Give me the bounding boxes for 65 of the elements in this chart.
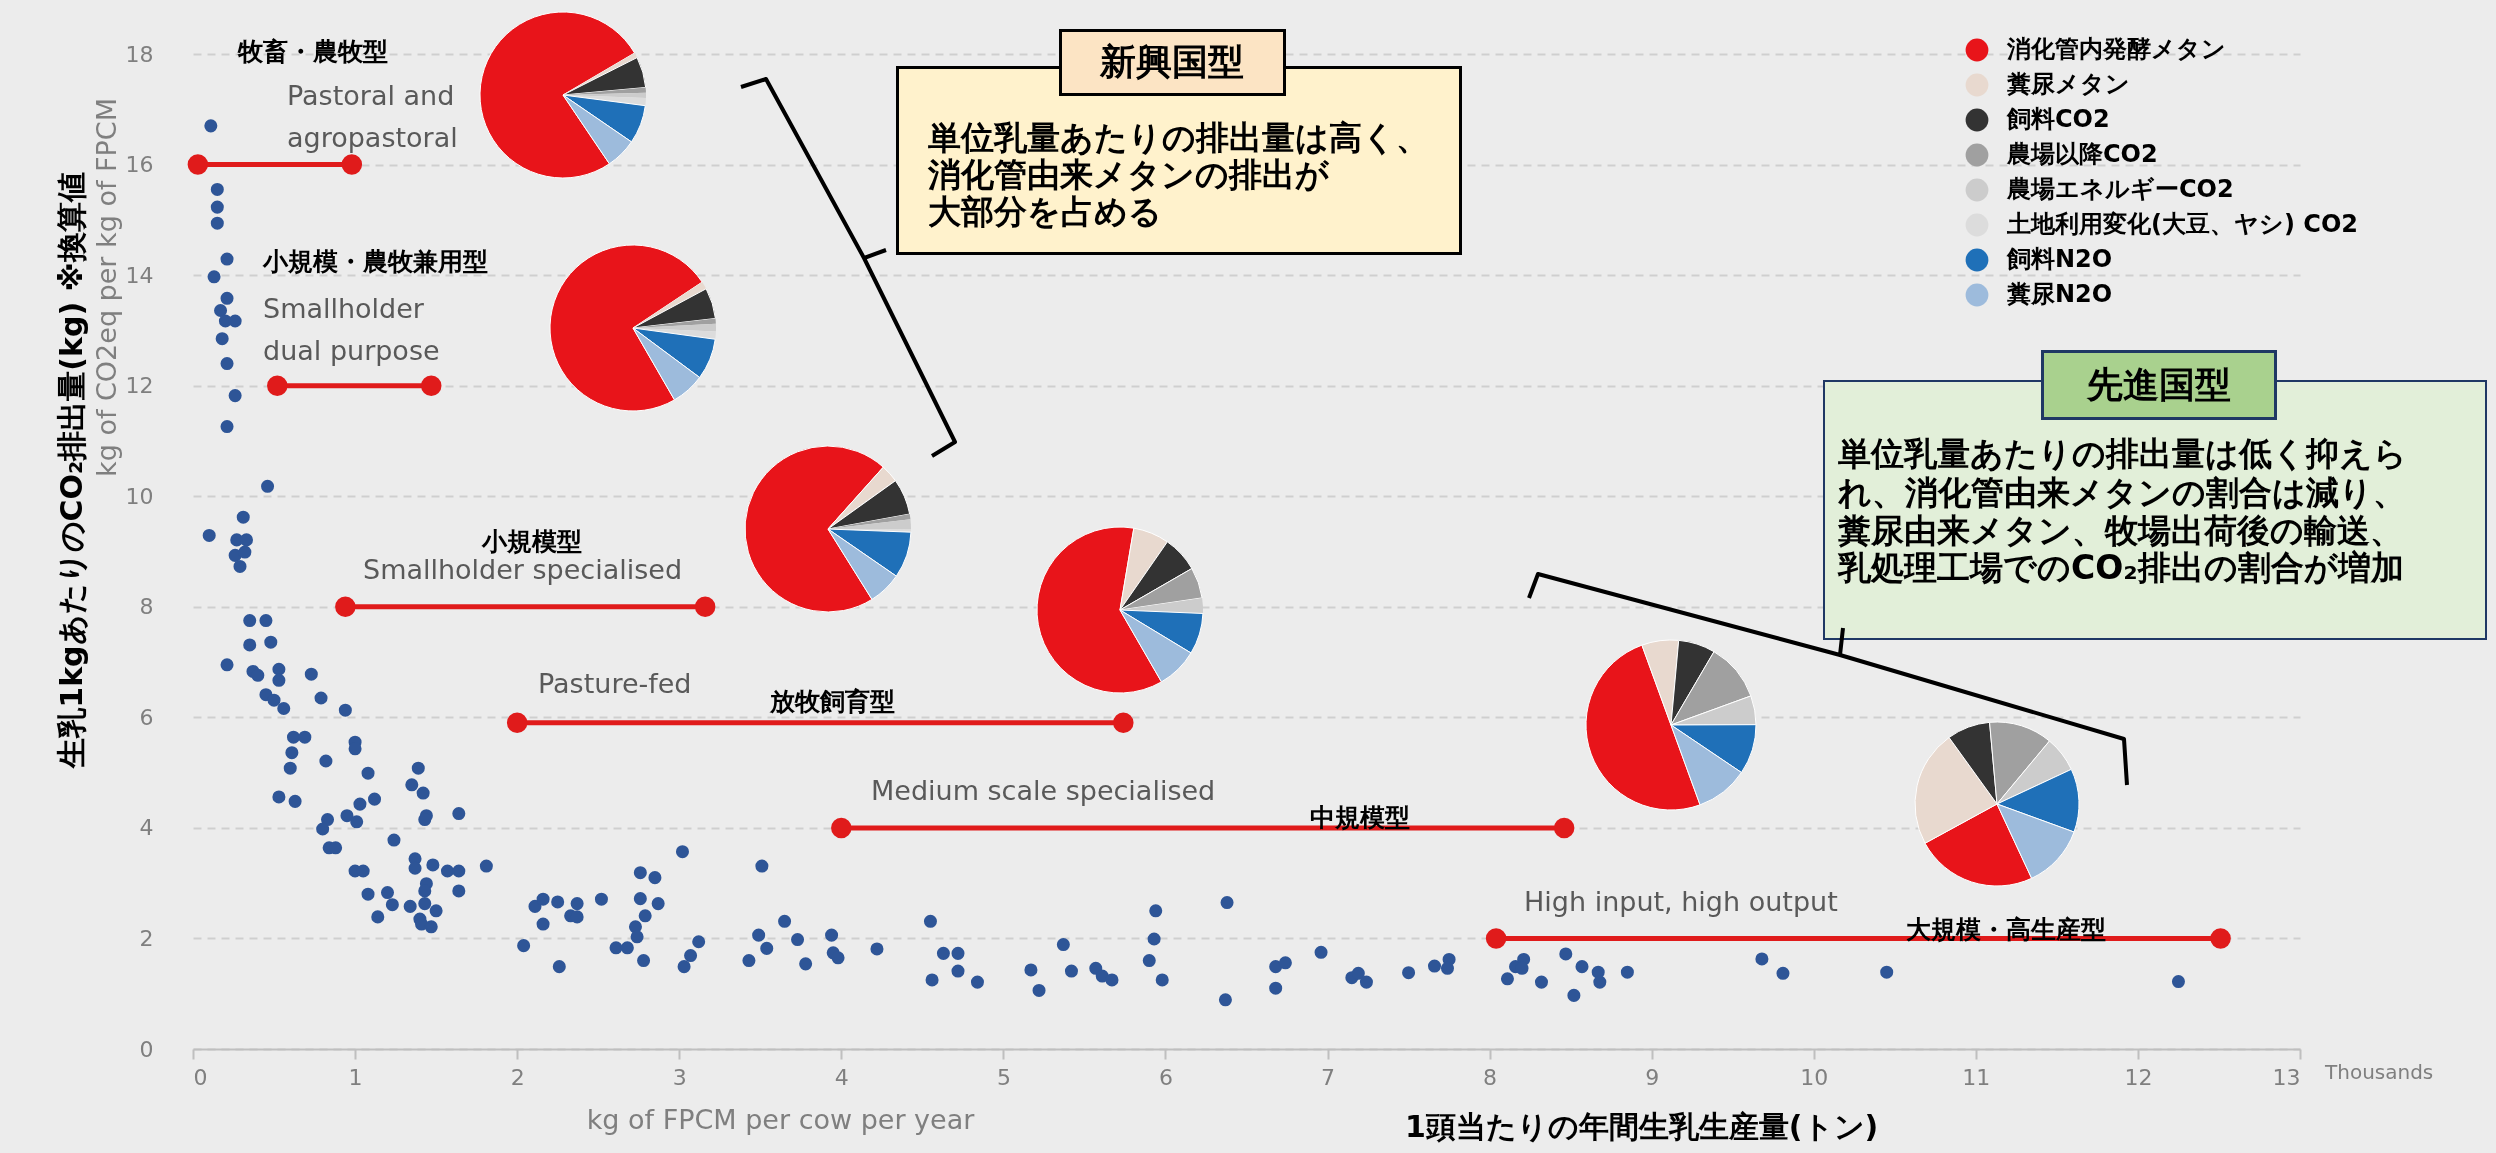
- point: [1553, 817, 1575, 839]
- point: [2210, 928, 2231, 949]
- point: [694, 596, 716, 617]
- annotation: 消化管由来メタンの排出が: [928, 155, 1329, 195]
- point: [1485, 928, 1507, 949]
- x-tick-label: 7: [1321, 1064, 1336, 1090]
- legend-label: 消化管内発酵メタン: [2006, 35, 2226, 63]
- x-tick-label: 1: [348, 1064, 363, 1090]
- x-tick-label: 0: [193, 1064, 208, 1090]
- annotation: 放牧飼育型: [770, 685, 895, 718]
- annotation: Pastoral and agropastoral: [287, 79, 458, 155]
- annotation: 小規模・農牧兼用型: [263, 245, 488, 278]
- annotation: 大部分を占める: [928, 192, 1162, 234]
- y-tick-label: 0: [139, 1036, 154, 1062]
- x-tick-label: 6: [1158, 1064, 1173, 1090]
- point: [1113, 712, 1134, 734]
- legend-label: 飼料CO2: [2006, 105, 2110, 133]
- annotation: Pasture-fed: [538, 667, 692, 702]
- annotation: Medium scale specialised: [871, 774, 1216, 809]
- y-tick-label: 4: [139, 815, 154, 841]
- y-axis-title: kg of CO2eq per kg of FPCM: [90, 98, 122, 477]
- y-tick-label: 16: [125, 152, 154, 178]
- legend-label: 農場以降CO2: [2006, 140, 2158, 168]
- point: [831, 817, 852, 839]
- annotation: 乳処理工場でのCO₂排出の割合が増加: [1838, 548, 2404, 590]
- x-tick-label: 5: [996, 1064, 1011, 1090]
- annotation: 新興国型: [1100, 40, 1244, 85]
- text: 1頭当たりの年間生乳生産量(トン): [1405, 1107, 1879, 1146]
- legend-label: 土地利用変化(大豆、ヤシ) CO2: [2006, 210, 2359, 238]
- y-tick-label: 2: [139, 925, 154, 951]
- y-tick-label: 10: [125, 483, 154, 509]
- point: [187, 154, 209, 175]
- legend-label: 糞尿N2O: [2006, 280, 2113, 308]
- x-tick-label: 13: [2272, 1064, 2301, 1090]
- legend-label: 糞尿メタン: [2006, 70, 2130, 98]
- x-tick-label: 8: [1483, 1064, 1498, 1090]
- y-tick-label: 6: [139, 704, 154, 730]
- point: [506, 712, 528, 734]
- annotation: 単位乳量あたりの排出量は高く、: [928, 117, 1429, 158]
- annotation: High input, high output: [1524, 885, 1838, 920]
- text: 生乳1kgあたりのCO₂排出量(kg) ※換算値: [53, 172, 89, 768]
- annotation: Smallholder dual purpose: [263, 292, 440, 368]
- y-tick-label: 12: [125, 373, 154, 399]
- point: [267, 375, 288, 396]
- point: [421, 375, 442, 396]
- annotation: 先進国型: [2087, 363, 2231, 408]
- x-tick-label: 12: [2124, 1064, 2153, 1090]
- x-axis-title: kg of FPCM per cow per year: [586, 1103, 976, 1135]
- legend-label: 農場エネルギーCO2: [2006, 175, 2234, 203]
- annotation: 中規模型: [1310, 801, 1410, 834]
- annotation: 牧畜・農牧型: [238, 35, 388, 68]
- x-tick-label: 10: [1800, 1064, 1829, 1090]
- x-tick-label: 4: [834, 1064, 849, 1090]
- y-tick-label: 18: [125, 41, 154, 67]
- x-tick-label: 11: [1962, 1064, 1991, 1090]
- point: [341, 154, 363, 175]
- point: [335, 596, 356, 617]
- x-tick-label: 3: [672, 1064, 687, 1090]
- x-tick-label: 9: [1645, 1064, 1660, 1090]
- annotation: 大規模・高生産型: [1906, 913, 2106, 946]
- y-tick-label: 14: [125, 262, 154, 288]
- y-tick-label: 8: [139, 594, 154, 620]
- legend-label: 飼料N2O: [2006, 245, 2113, 273]
- x-tick-label: 2: [510, 1064, 525, 1090]
- text: Thousands: [2325, 1058, 2434, 1086]
